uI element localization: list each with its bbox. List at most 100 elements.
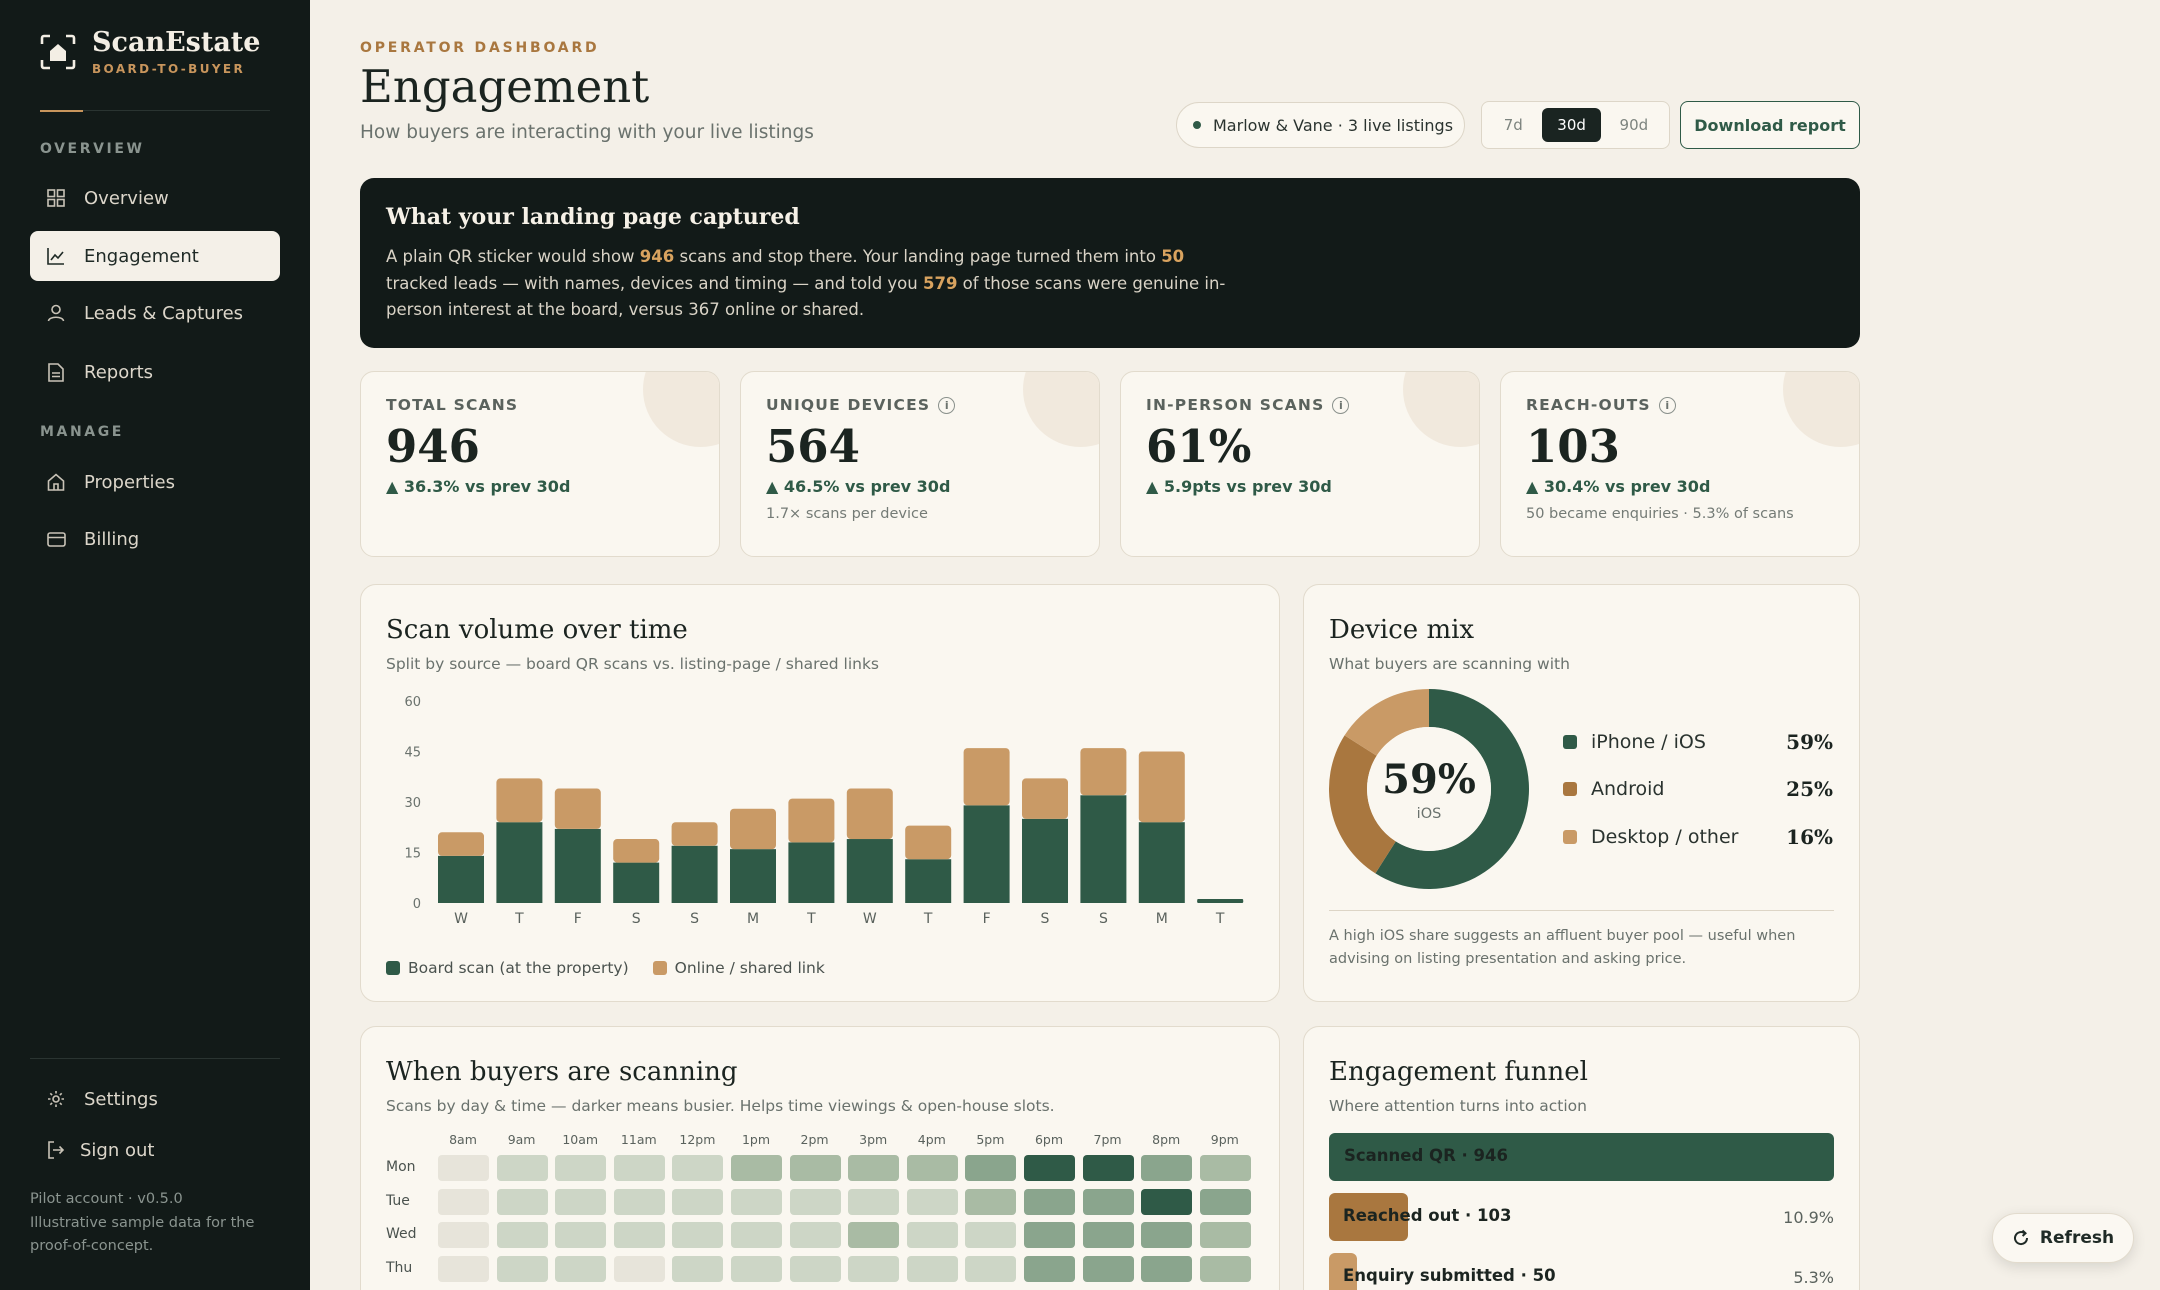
heatmap-cell[interactable] bbox=[1024, 1188, 1075, 1215]
heatmap-cell[interactable] bbox=[1024, 1255, 1075, 1282]
banner-text-part: scans and stop there. Your landing page … bbox=[674, 247, 1162, 266]
heatmap-cell[interactable] bbox=[1141, 1222, 1193, 1248]
heatmap-hour-label: 8pm bbox=[1152, 1132, 1181, 1147]
heatmap-day-label: Tue bbox=[386, 1192, 410, 1209]
device-row-android: Android 25% bbox=[1563, 774, 1833, 804]
agency-selector[interactable]: Marlow & Vane · 3 live listings bbox=[1176, 102, 1465, 148]
heatmap-cell[interactable] bbox=[496, 1222, 548, 1248]
heatmap-cell[interactable] bbox=[1141, 1155, 1193, 1181]
heatmap-cell[interactable] bbox=[965, 1188, 1017, 1215]
heatmap-cell[interactable] bbox=[438, 1222, 489, 1248]
device-name: Desktop / other bbox=[1591, 826, 1739, 848]
heatmap-cell[interactable] bbox=[1199, 1222, 1251, 1248]
download-report-button[interactable]: Download report bbox=[1680, 101, 1860, 149]
funnel-bar bbox=[1329, 1253, 1357, 1290]
brand[interactable]: ScanEstate BOARD-TO-BUYER bbox=[40, 28, 260, 76]
donut-slice bbox=[1375, 689, 1529, 889]
heatmap-cell[interactable] bbox=[906, 1188, 958, 1215]
heatmap-cell[interactable] bbox=[848, 1155, 900, 1181]
heatmap-cell[interactable] bbox=[1024, 1222, 1075, 1248]
panel-title: When buyers are scanning bbox=[386, 1057, 738, 1087]
heatmap-cell[interactable] bbox=[1082, 1155, 1134, 1181]
heatmap-cell[interactable] bbox=[1199, 1255, 1251, 1282]
heatmap-cell[interactable] bbox=[965, 1222, 1017, 1248]
document-icon bbox=[46, 362, 66, 382]
heatmap-cell[interactable] bbox=[672, 1222, 724, 1248]
heatmap-cell[interactable] bbox=[555, 1255, 607, 1282]
heatmap-cell[interactable] bbox=[496, 1155, 548, 1181]
heatmap-cell[interactable] bbox=[731, 1255, 782, 1282]
info-icon[interactable]: i bbox=[938, 396, 956, 414]
donut-center: 59% iOS bbox=[1329, 689, 1529, 889]
heatmap-cell[interactable] bbox=[672, 1255, 724, 1282]
heatmap-cell[interactable] bbox=[438, 1188, 489, 1215]
heatmap-cell[interactable] bbox=[1024, 1155, 1075, 1181]
settings-button[interactable]: Settings bbox=[30, 1074, 280, 1124]
heatmap-cell[interactable] bbox=[965, 1155, 1017, 1181]
donut-value: 59% bbox=[1382, 756, 1476, 803]
kpi-label-text: IN-PERSON SCANS bbox=[1146, 396, 1325, 414]
sidebar-item-label: Reports bbox=[84, 361, 154, 383]
range-7d-button[interactable]: 7d bbox=[1503, 116, 1523, 134]
heatmap-cell[interactable] bbox=[1141, 1255, 1193, 1282]
heatmap-cell[interactable] bbox=[1082, 1188, 1134, 1215]
heatmap-cell[interactable] bbox=[496, 1188, 548, 1215]
heatmap-cell[interactable] bbox=[672, 1155, 724, 1181]
heatmap-cell[interactable] bbox=[1141, 1188, 1193, 1215]
donut-slice bbox=[1344, 689, 1429, 756]
kpi-card-unique-devices: UNIQUE DEVICES i 564 ▲ 46.5% vs prev 30d … bbox=[740, 371, 1100, 557]
banner-highlight: 50 bbox=[1161, 247, 1185, 266]
heatmap-cell[interactable] bbox=[906, 1222, 958, 1248]
funnel-step-percent: 5.3% bbox=[1793, 1268, 1834, 1287]
signout-button[interactable]: Sign out bbox=[30, 1125, 280, 1175]
heatmap-day-label: Wed bbox=[386, 1226, 417, 1242]
heatmap-cell[interactable] bbox=[731, 1155, 782, 1181]
range-90d-button[interactable]: 90d bbox=[1619, 116, 1649, 134]
sidebar-item-billing[interactable]: Billing bbox=[30, 514, 280, 564]
heatmap-cell[interactable] bbox=[1082, 1255, 1134, 1282]
heatmap-cell[interactable] bbox=[1199, 1188, 1251, 1215]
heatmap-cell[interactable] bbox=[848, 1188, 900, 1215]
kpi-delta: ▲ 46.5% vs prev 30d bbox=[766, 477, 951, 496]
heatmap-cell[interactable] bbox=[731, 1188, 782, 1215]
sidebar-item-overview[interactable]: Overview bbox=[30, 173, 280, 223]
heatmap-cell[interactable] bbox=[496, 1255, 548, 1282]
info-icon[interactable]: i bbox=[1658, 396, 1676, 414]
device-name: iPhone / iOS bbox=[1591, 731, 1706, 753]
sidebar-item-reports[interactable]: Reports bbox=[30, 347, 280, 397]
brand-name: ScanEstate bbox=[92, 27, 261, 58]
heatmap-cell[interactable] bbox=[438, 1155, 489, 1181]
sidebar-item-leads[interactable]: Leads & Captures bbox=[30, 288, 280, 338]
heatmap-cell[interactable] bbox=[965, 1255, 1017, 1282]
sidebar-item-properties[interactable]: Properties bbox=[30, 457, 280, 507]
heatmap-cell[interactable] bbox=[848, 1222, 900, 1248]
heatmap-cell[interactable] bbox=[1082, 1222, 1134, 1248]
heatmap-cell[interactable] bbox=[789, 1155, 841, 1181]
kpi-card-total-scans: TOTAL SCANS 946 ▲ 36.3% vs prev 30d bbox=[360, 371, 720, 557]
heatmap-hour-label: 3pm bbox=[859, 1132, 888, 1147]
heatmap-cell[interactable] bbox=[555, 1155, 607, 1181]
heatmap-cell[interactable] bbox=[672, 1188, 724, 1215]
signout-label: Sign out bbox=[80, 1139, 155, 1161]
heatmap-cell[interactable] bbox=[438, 1255, 489, 1282]
heatmap-cell[interactable] bbox=[613, 1255, 665, 1282]
heatmap-cell[interactable] bbox=[789, 1222, 841, 1248]
x-tick-label: T bbox=[514, 911, 524, 927]
heatmap-cell[interactable] bbox=[613, 1222, 665, 1248]
heatmap-cell[interactable] bbox=[613, 1188, 665, 1215]
heatmap-cell[interactable] bbox=[848, 1255, 900, 1282]
sidebar-item-engagement[interactable]: Engagement bbox=[30, 231, 280, 281]
heatmap-cell[interactable] bbox=[1199, 1155, 1251, 1181]
heatmap-cell[interactable] bbox=[731, 1222, 782, 1248]
heatmap-cell[interactable] bbox=[613, 1155, 665, 1181]
panel-title: Device mix bbox=[1329, 615, 1475, 645]
heatmap-cell[interactable] bbox=[906, 1255, 958, 1282]
heatmap-cell[interactable] bbox=[906, 1155, 958, 1181]
heatmap-cell[interactable] bbox=[789, 1255, 841, 1282]
info-icon[interactable]: i bbox=[1332, 396, 1350, 414]
heatmap-cell[interactable] bbox=[555, 1188, 607, 1215]
heatmap-cell[interactable] bbox=[555, 1222, 607, 1248]
refresh-button[interactable]: Refresh bbox=[1992, 1213, 2134, 1263]
heatmap-cell[interactable] bbox=[789, 1188, 841, 1215]
range-30d-button[interactable]: 30d bbox=[1542, 108, 1601, 142]
